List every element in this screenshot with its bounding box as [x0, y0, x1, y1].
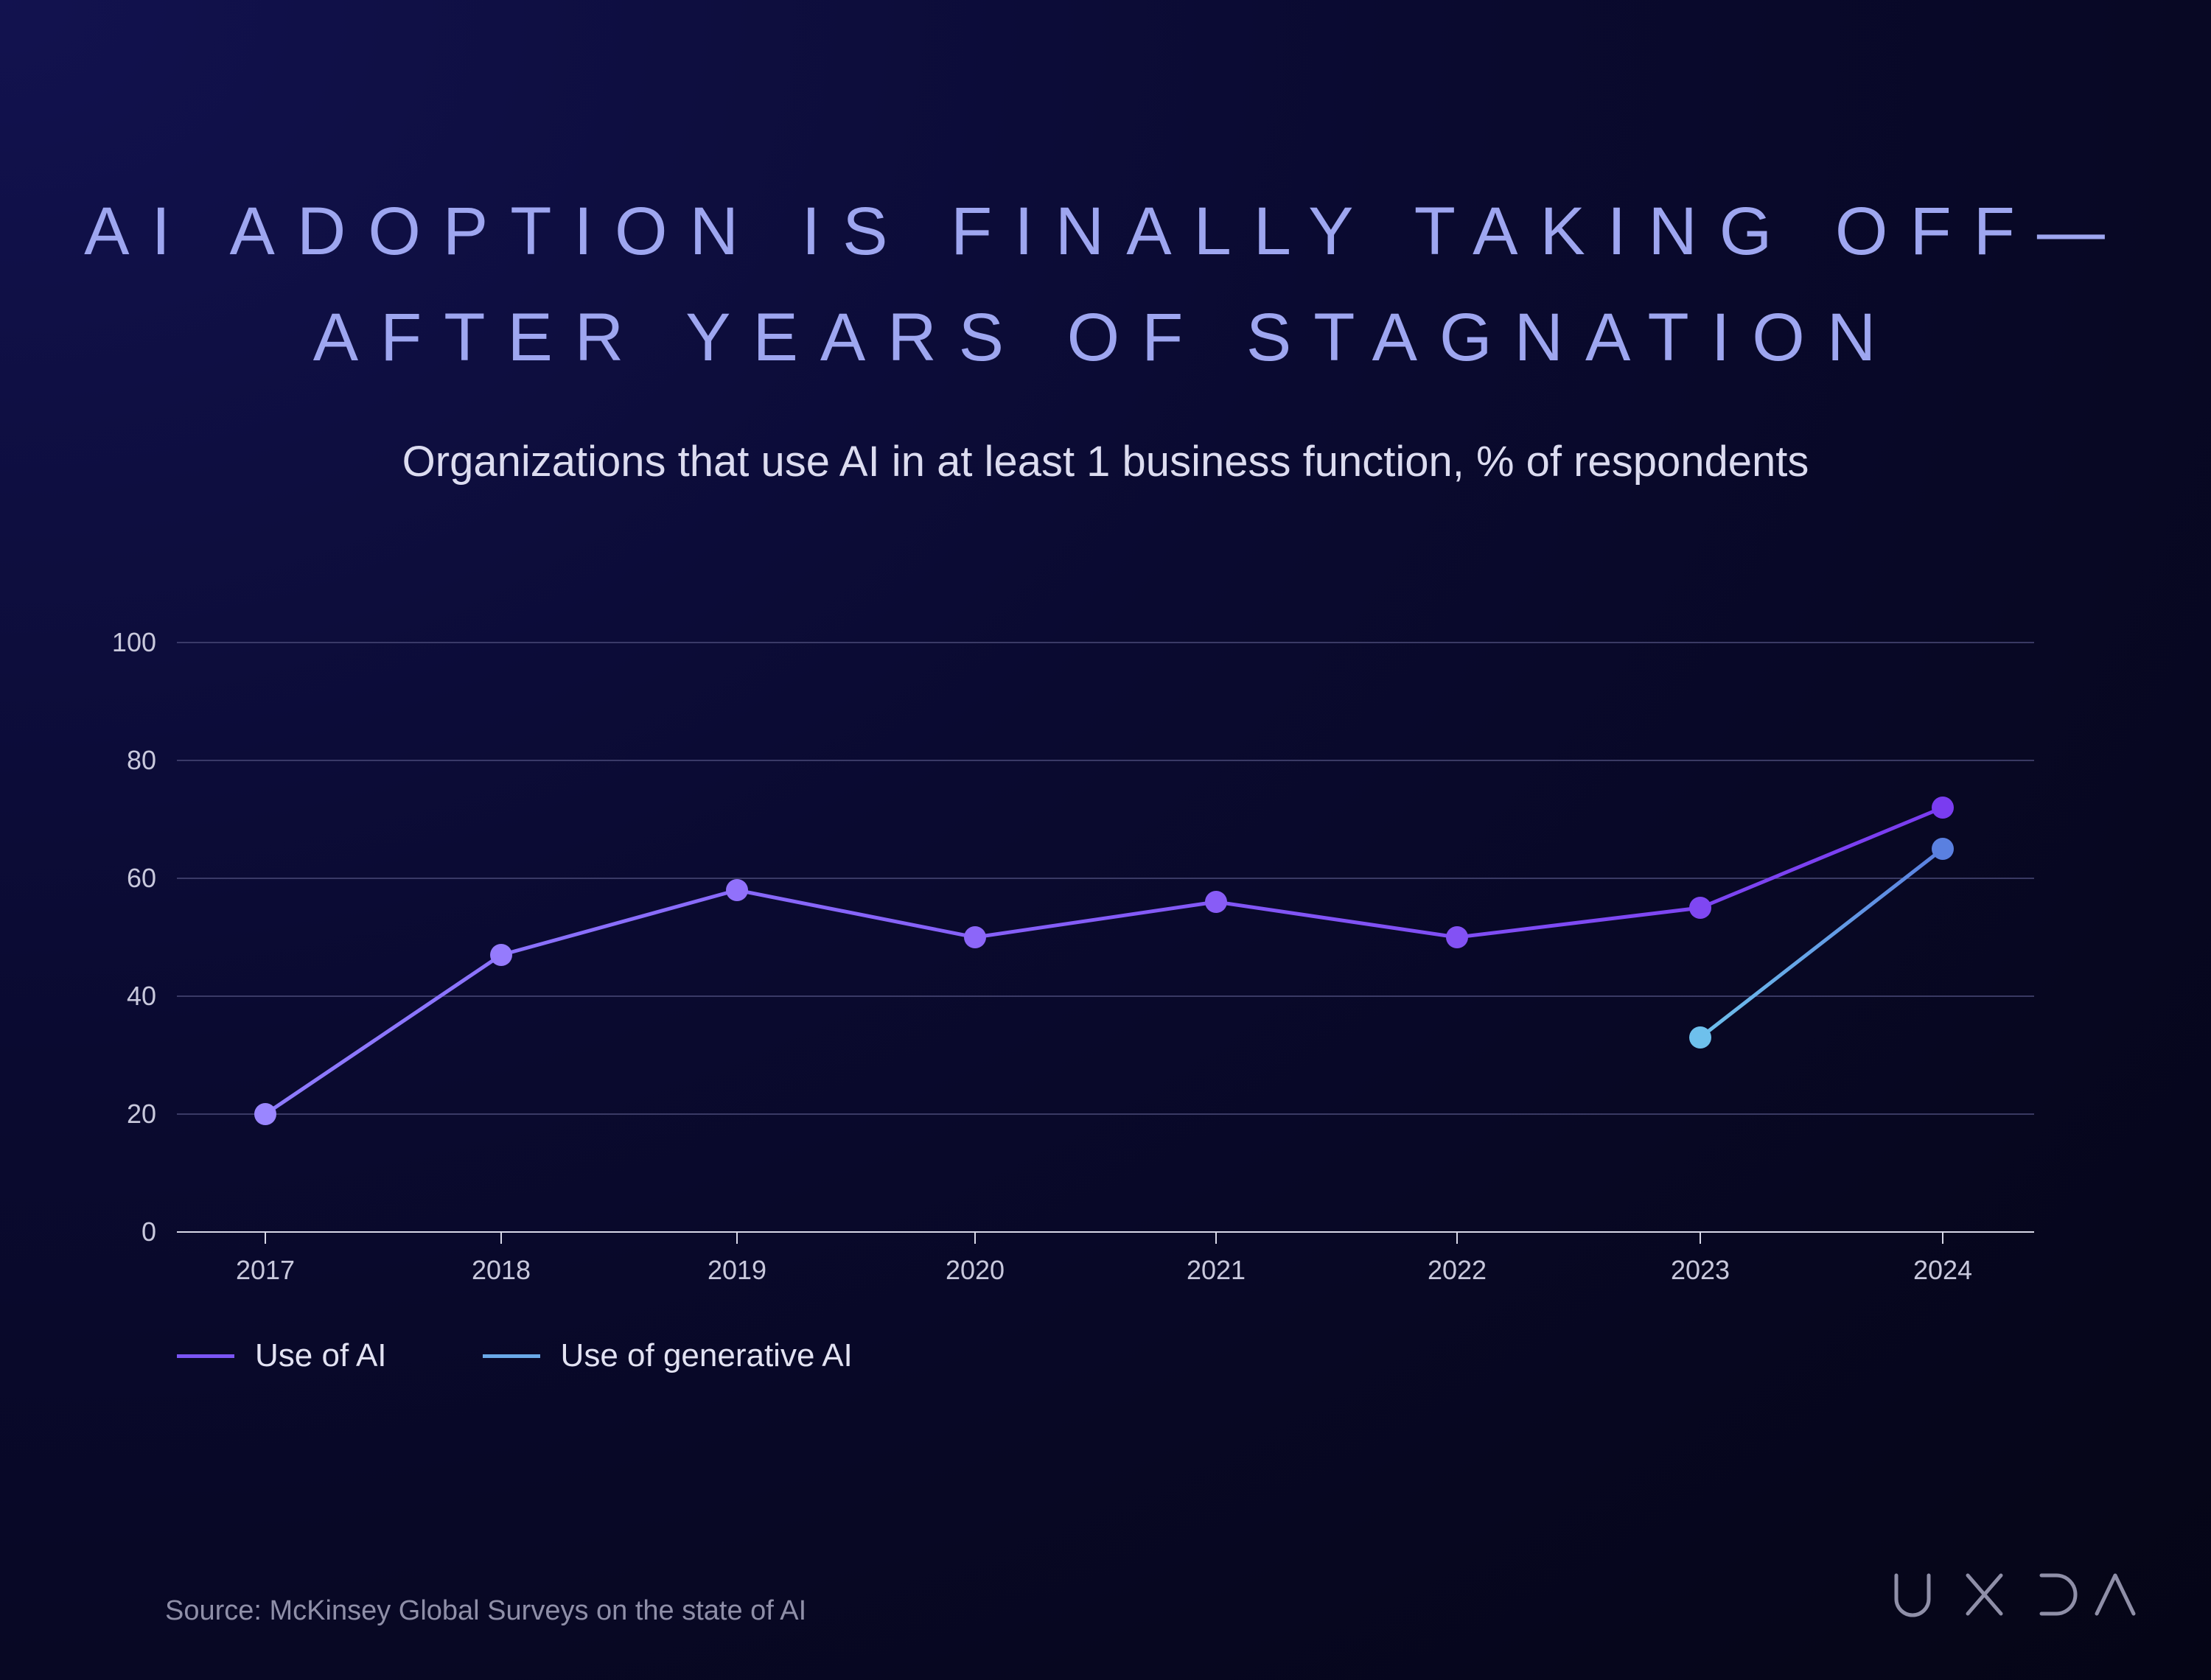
data-point — [726, 879, 748, 901]
uxda-logo — [1890, 1569, 2148, 1625]
data-point — [1446, 926, 1468, 948]
data-point — [1689, 897, 1711, 919]
data-point — [964, 926, 986, 948]
data-point — [1689, 1026, 1711, 1049]
data-point — [1932, 838, 1954, 860]
legend-item-use-of-generative-ai: Use of generative AI — [482, 1337, 853, 1374]
x-tick-label: 2020 — [946, 1255, 1005, 1285]
data-point — [1205, 891, 1227, 913]
series-line-use-of-generative-ai — [1698, 847, 1945, 1040]
chart-subtitle: Organizations that use AI in at least 1 … — [402, 438, 1809, 486]
chart-title-line-1: AI ADOPTION IS FINALLY TAKING OFF— — [84, 194, 2127, 269]
chart-title-line-2: AFTER YEARS OF STAGNATION — [312, 300, 1899, 375]
y-tick-label: 80 — [127, 745, 156, 775]
y-tick-label: 60 — [127, 863, 156, 893]
legend-swatch-use-of-generative-ai — [482, 1354, 540, 1358]
data-point — [254, 1103, 276, 1125]
legend-label-use-of-ai: Use of AI — [255, 1337, 387, 1373]
data-point — [490, 944, 512, 966]
x-tick-label: 2024 — [1913, 1255, 1972, 1285]
x-tick-label: 2017 — [236, 1255, 295, 1285]
legend-swatch-use-of-ai — [177, 1354, 234, 1358]
chart-legend: Use of AI Use of generative AI — [177, 1337, 949, 1374]
uxda-logo-mark — [1894, 1573, 2136, 1617]
x-tick-label: 2023 — [1671, 1255, 1730, 1285]
series-line-use-of-ai — [263, 805, 1945, 1116]
y-tick-label: 0 — [142, 1217, 156, 1247]
y-tick-label: 20 — [127, 1099, 156, 1129]
legend-label-use-of-generative-ai: Use of generative AI — [560, 1337, 853, 1373]
x-tick-label: 2021 — [1187, 1255, 1246, 1285]
data-point — [1932, 797, 1954, 819]
x-tick-label: 2019 — [708, 1255, 766, 1285]
y-tick-label: 100 — [112, 627, 156, 657]
y-tick-label: 40 — [127, 981, 156, 1011]
legend-item-use-of-ai: Use of AI — [177, 1337, 387, 1374]
x-tick-label: 2022 — [1428, 1255, 1487, 1285]
x-tick-label: 2018 — [472, 1255, 531, 1285]
source-note: Source: McKinsey Global Surveys on the s… — [165, 1595, 807, 1626]
